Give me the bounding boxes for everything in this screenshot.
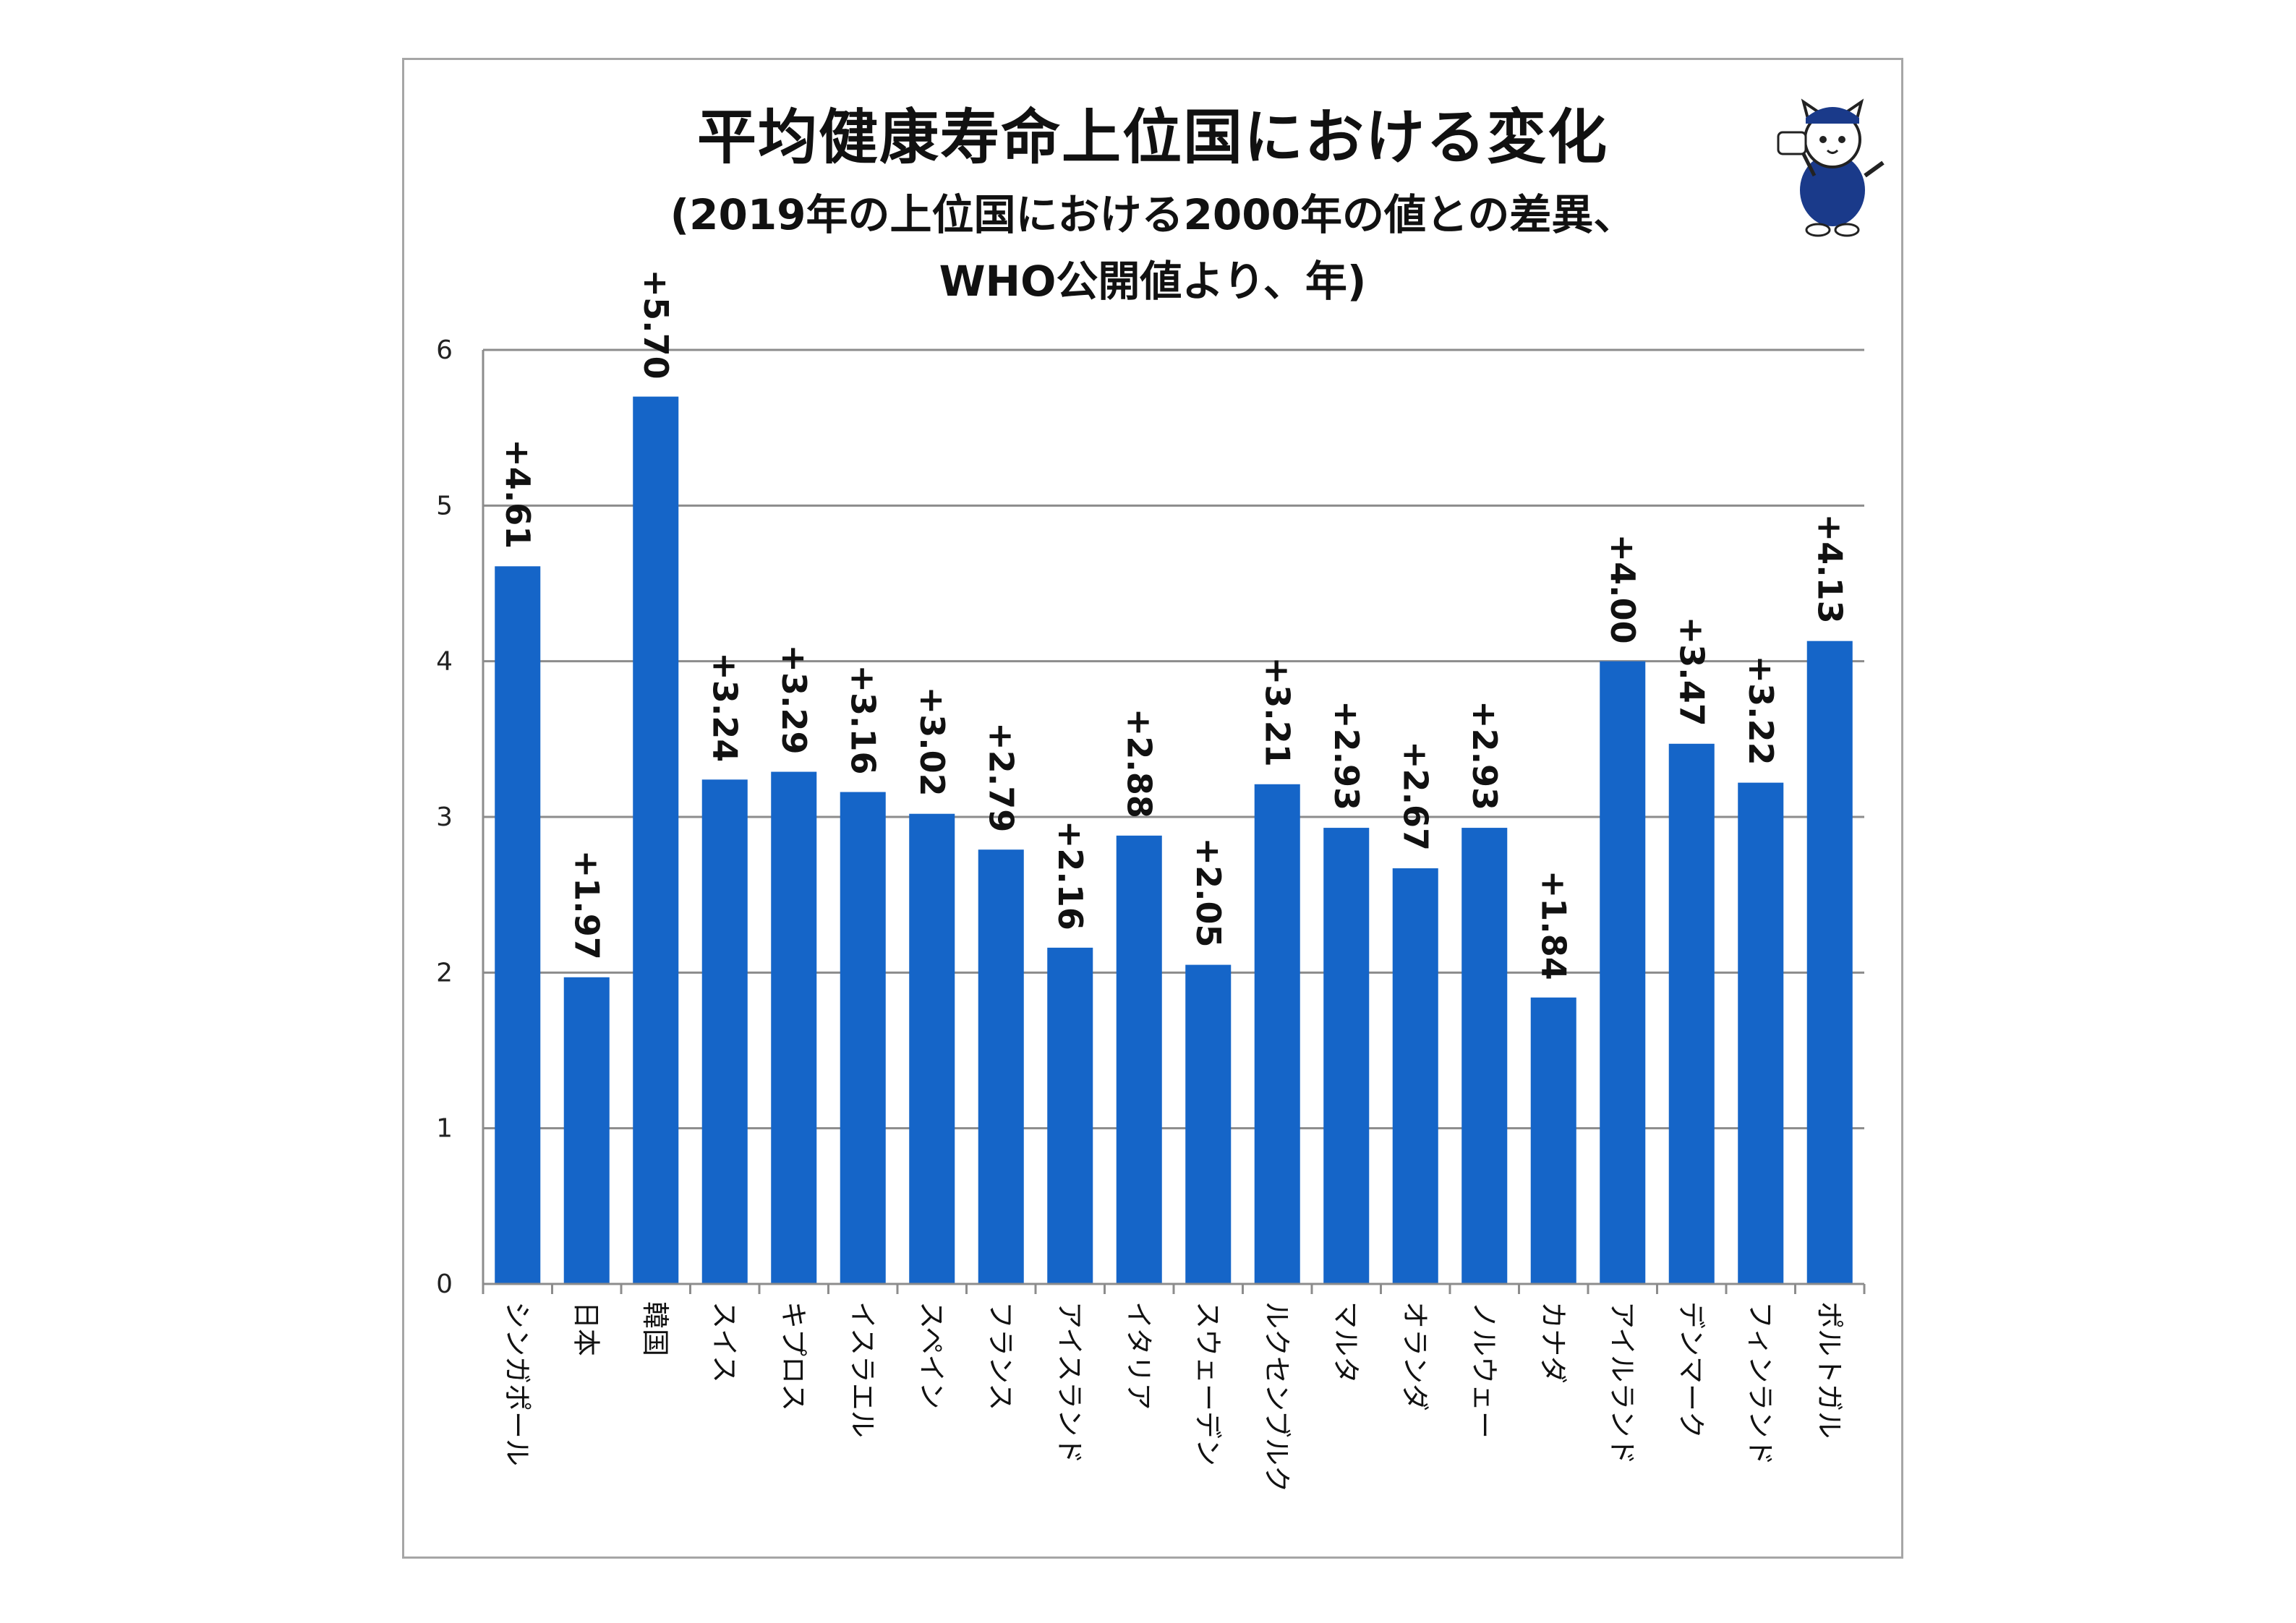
y-tick-label: 5	[436, 491, 453, 521]
data-label: +1.84	[1534, 870, 1573, 980]
bar	[771, 771, 817, 1284]
bar	[633, 396, 679, 1284]
bar	[840, 792, 886, 1284]
bar	[1461, 828, 1508, 1284]
bar	[1392, 868, 1438, 1284]
bar	[909, 813, 955, 1284]
data-label: +1.97	[567, 850, 606, 960]
category-label: フィンランド	[1744, 1301, 1776, 1465]
cat-mascot-icon	[1777, 98, 1885, 237]
data-label: +3.29	[774, 645, 814, 755]
y-tick-label: 2	[436, 958, 453, 988]
data-label: +4.13	[1810, 514, 1849, 624]
category-label: キプロス	[777, 1301, 809, 1411]
bar	[1116, 835, 1162, 1284]
data-label: +3.24	[705, 652, 744, 762]
bar	[1323, 828, 1370, 1284]
category-label: オランダ	[1399, 1301, 1430, 1411]
category-label: デンマーク	[1675, 1301, 1707, 1439]
y-tick-label: 4	[436, 647, 453, 677]
chart-subtitle-line-2: WHO公開値より、年)	[939, 257, 1367, 306]
category-label: アイルランド	[1606, 1301, 1638, 1465]
bar	[701, 779, 748, 1284]
data-label: +2.79	[981, 722, 1020, 832]
bar	[1047, 947, 1093, 1284]
category-label: ルクセンブルク	[1260, 1301, 1292, 1493]
bar	[1185, 964, 1232, 1284]
data-label: +3.16	[843, 664, 882, 774]
category-label: スイス	[708, 1301, 740, 1383]
title-block: 平均健康寿命上位国における変化 (2019年の上位国における2000年の値との差…	[404, 89, 1901, 308]
data-label: +3.02	[913, 687, 952, 797]
category-label: アイスランド	[1054, 1301, 1085, 1464]
y-tick-label: 6	[436, 335, 453, 365]
y-tick-label: 1	[436, 1114, 453, 1144]
category-label: カナダ	[1537, 1301, 1569, 1384]
bar	[563, 977, 610, 1284]
category-label: シンガポール	[501, 1301, 533, 1466]
category-label: スペイン	[916, 1301, 947, 1409]
bar	[1806, 641, 1853, 1284]
category-label: ポルトガル	[1813, 1301, 1845, 1439]
data-label: +4.00	[1603, 534, 1642, 644]
chart-subtitle-line-1: (2019年の上位国における2000年の値との差異、	[670, 190, 1636, 239]
category-label: マルタ	[1330, 1301, 1362, 1384]
bar	[978, 849, 1024, 1284]
bar	[1600, 661, 1646, 1284]
bar	[1668, 743, 1715, 1284]
data-label: +2.88	[1119, 708, 1158, 818]
bar	[1530, 997, 1576, 1284]
bar	[1738, 782, 1784, 1284]
data-label: +2.93	[1327, 701, 1366, 810]
chart-title: 平均健康寿命上位国における変化	[696, 103, 1608, 172]
y-tick-label: 0	[436, 1269, 453, 1299]
data-label: +2.16	[1051, 821, 1090, 930]
y-tick-label: 3	[436, 802, 453, 832]
data-label: +4.61	[498, 439, 537, 549]
category-label: 日本	[570, 1301, 602, 1356]
bar	[1254, 784, 1300, 1284]
data-label: +3.22	[1741, 656, 1780, 766]
data-label: +5.70	[636, 270, 675, 380]
category-label: フランス	[984, 1301, 1016, 1410]
category-label: スウェーデン	[1192, 1301, 1224, 1466]
data-label: +2.67	[1396, 741, 1435, 851]
data-label: +3.47	[1672, 617, 1711, 727]
bar	[495, 566, 541, 1284]
category-label: イタリア	[1122, 1301, 1154, 1410]
category-label: 韓国	[639, 1301, 671, 1356]
category-label: ノルウェー	[1468, 1301, 1500, 1439]
category-label: イスラエル	[846, 1301, 878, 1438]
data-label: +2.93	[1465, 701, 1504, 810]
data-label: +2.05	[1189, 838, 1228, 948]
data-label: +3.21	[1258, 657, 1297, 767]
